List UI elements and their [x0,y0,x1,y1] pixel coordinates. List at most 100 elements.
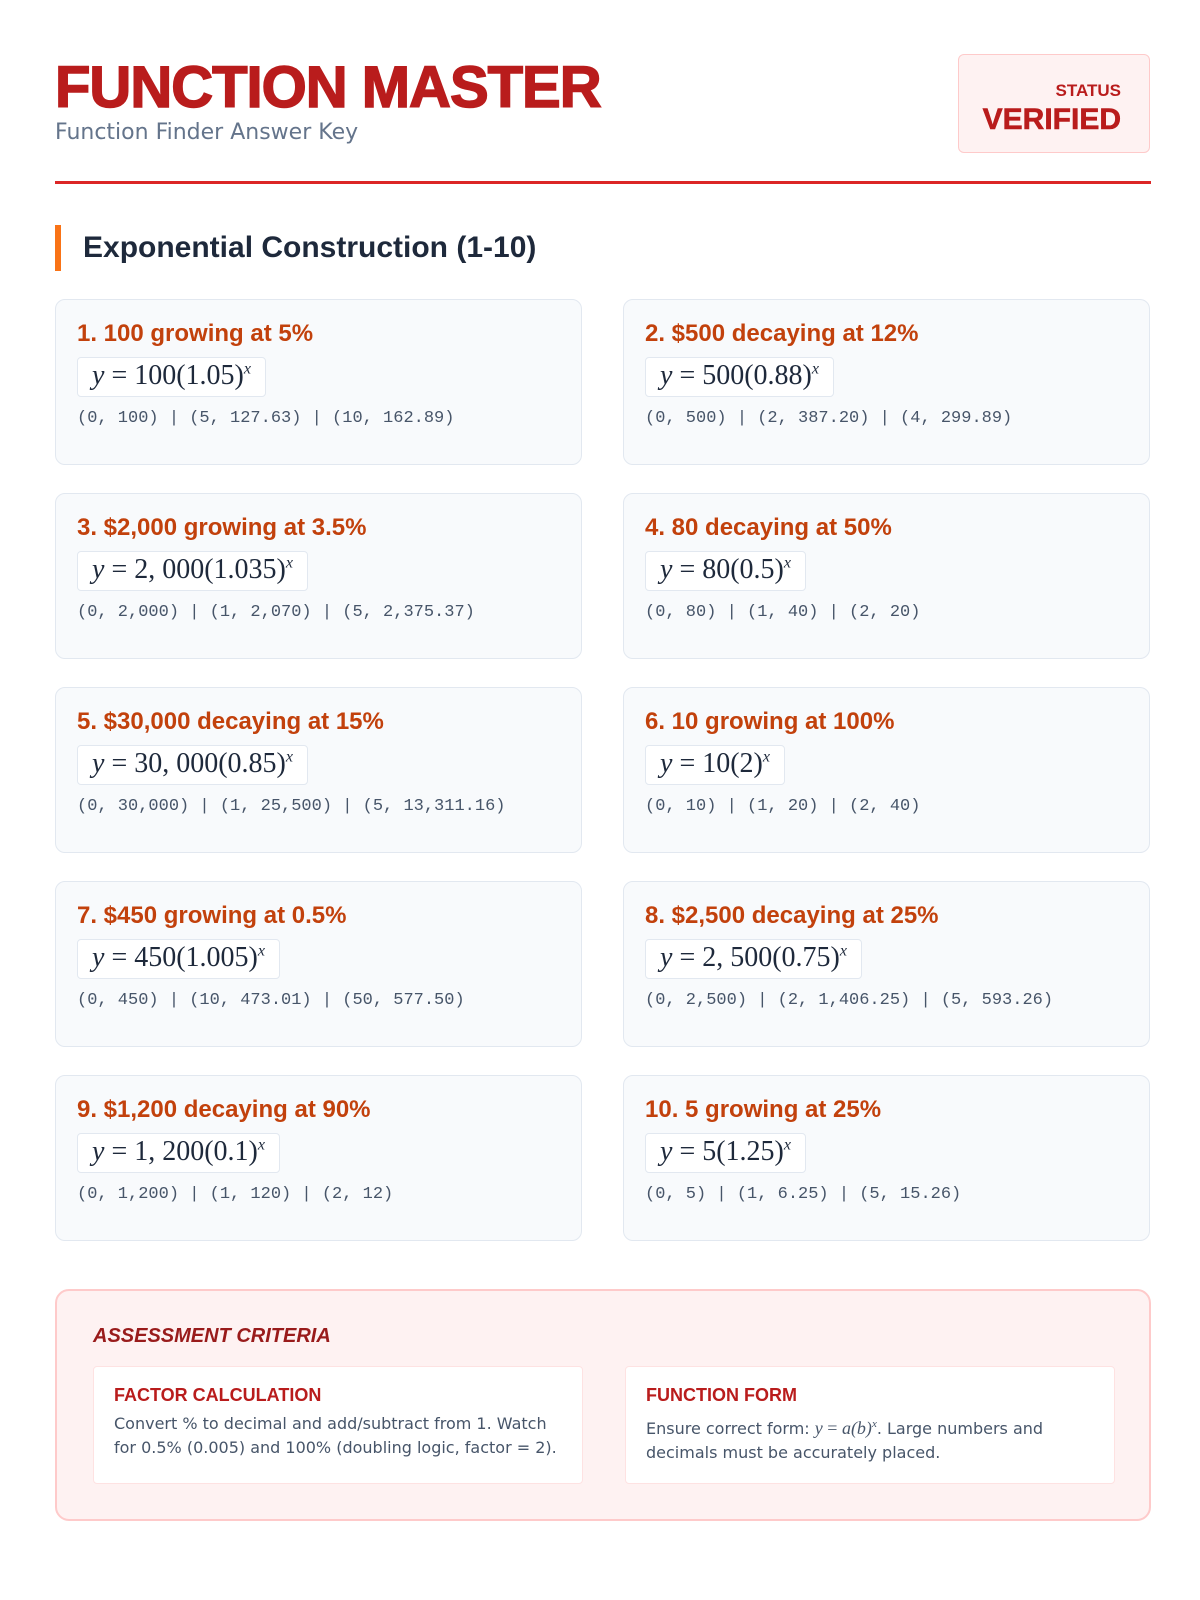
points: (0, 10) | (1, 20) | (2, 40) [645,797,921,816]
item-title: FUNCTION FORM [646,1385,797,1405]
points: (0, 2,500) | (2, 1,406.25) | (5, 593.26) [645,991,1054,1010]
points: (0, 100) | (5, 127.63) | (10, 162.89) [77,409,455,428]
problem-title: 4. 80 decaying at 50% [645,514,892,541]
formula-row: y = 1, 200(0.1)x [77,1124,561,1173]
points: (0, 5) | (1, 6.25) | (5, 15.26) [645,1185,962,1204]
formula: y = 2, 500(0.75)x [645,939,862,979]
formula: y = 80(0.5)x [645,551,806,591]
status-box: STATUS VERIFIED [958,54,1150,153]
problem-card: 1. 100 growing at 5% y = 100(1.05)x (0, 10… [55,299,582,465]
formula-rhs: 450(1.005) [134,942,258,973]
problem-card: 2. $500 decaying at 12% y = 500(0.88)x (0,… [623,299,1150,465]
points: (0, 500) | (2, 387.20) | (4, 299.89) [645,409,1013,428]
formula-row: y = 2, 000(1.035)x [77,542,561,591]
section-title: Exponential Construction (1-10) [55,225,536,271]
problem-card: 5. $30,000 decaying at 15% y = 30, 000(0.… [55,687,582,853]
formula-exp: x [783,554,791,572]
points: (0, 450) | (10, 473.01) | (50, 577.50) [77,991,465,1010]
formula-eq: = [679,554,696,585]
points: (0, 30,000) | (1, 25,500) | (5, 13,311.1… [77,797,506,816]
formula-exp: x [811,360,819,378]
math-eq: = [827,1418,838,1438]
title: FUNCTION MASTER [54,55,602,121]
points: (0, 2,000) | (1, 2,070) | (5, 2,375.37) [77,603,475,622]
problem-card: 6. 10 growing at 100% y = 10(2)x (0, 10) |… [623,687,1150,853]
formula-row: y = 2, 500(0.75)x [645,930,1129,979]
formula-lhs: y [92,748,105,779]
formula-eq: = [111,942,128,973]
formula: y = 10(2)x [645,745,785,785]
problem-card: 7. $450 growing at 0.5% y = 450(1.005)x (0… [55,881,582,1047]
formula-row: y = 80(0.5)x [645,542,1129,591]
formula-lhs: y [660,748,673,779]
formula-exp: x [839,942,847,960]
formula-lhs: y [660,554,673,585]
formula-eq: = [111,554,128,585]
criteria-item: FACTOR CALCULATION Convert % to decimal … [93,1366,583,1484]
criteria-item: FUNCTION FORM Ensure correct form: y = a… [625,1366,1115,1484]
formula-eq: = [679,942,696,973]
formula-exp: x [243,360,251,378]
formula-row: y = 30, 000(0.85)x [77,736,561,785]
formula-rhs: 2, 500(0.75) [702,942,840,973]
formula-eq: = [679,1136,696,1167]
formula: y = 1, 200(0.1)x [77,1133,280,1173]
points: (0, 80) | (1, 40) | (2, 20) [645,603,921,622]
formula-eq: = [111,360,128,391]
formula-lhs: y [660,360,673,391]
formula: y = 30, 000(0.85)x [77,745,308,785]
math-exp: x [871,1418,877,1430]
text: . Large numbers and decimals must be acc… [646,1419,1044,1462]
formula: y = 100(1.05)x [77,357,266,397]
math-rhs: a(b) [841,1418,872,1438]
status-label: STATUS [1055,81,1121,100]
formula-rhs: 5(1.25) [702,1136,784,1167]
formula-lhs: y [92,942,105,973]
formula-rhs: 500(0.88) [702,360,812,391]
formula: y = 5(1.25)x [645,1133,806,1173]
formula-rhs: 10(2) [702,748,763,779]
math-lhs: y [814,1418,823,1438]
formula-row: y = 450(1.005)x [77,930,561,979]
formula-exp: x [257,942,265,960]
formula-row: y = 10(2)x [645,736,1129,785]
formula-eq: = [111,748,128,779]
problem-title: 10. 5 growing at 25% [645,1096,882,1123]
formula-eq: = [679,748,696,779]
points: (0, 1,200) | (1, 120) | (2, 12) [77,1185,394,1204]
formula-lhs: y [660,942,673,973]
formula-lhs: y [92,554,105,585]
formula: y = 500(0.88)x [645,357,834,397]
formula-row: y = 500(0.88)x [645,348,1129,397]
formula-rhs: 2, 000(1.035) [134,554,286,585]
criteria-title: ASSESSMENT CRITERIA [93,1325,331,1347]
problem-title: 3. $2,000 growing at 3.5% [77,514,367,541]
problem-card: 8. $2,500 decaying at 25% y = 2, 500(0.75… [623,881,1150,1047]
subtitle: Function Finder Answer Key [55,120,359,145]
formula-rhs: 1, 200(0.1) [134,1136,258,1167]
formula-rhs: 100(1.05) [134,360,244,391]
formula-lhs: y [92,1136,105,1167]
formula: y = 2, 000(1.035)x [77,551,308,591]
formula-lhs: y [92,360,105,391]
formula-exp: x [762,748,770,766]
criteria-box: ASSESSMENT CRITERIA FACTOR CALCULATION C… [55,1289,1151,1521]
problem-title: 5. $30,000 decaying at 15% [77,708,384,735]
formula-exp: x [285,554,293,572]
formula-eq: = [679,360,696,391]
status-value: VERIFIED [982,103,1121,137]
problem-title: 8. $2,500 decaying at 25% [645,902,939,929]
formula-rhs: 80(0.5) [702,554,784,585]
formula-rhs: 30, 000(0.85) [134,748,286,779]
problem-title: 2. $500 decaying at 12% [645,320,919,347]
formula-eq: = [111,1136,128,1167]
item-text: Convert % to decimal and add/subtract fr… [114,1414,557,1457]
text: Ensure correct form: [646,1419,815,1438]
problem-title: 7. $450 growing at 0.5% [77,902,347,929]
math: y = a(b)x [815,1418,877,1438]
problem-card: 9. $1,200 decaying at 90% y = 1, 200(0.1)… [55,1075,582,1241]
formula-exp: x [257,1136,265,1154]
problem-card: 3. $2,000 growing at 3.5% y = 2, 000(1.03… [55,493,582,659]
formula: y = 450(1.005)x [77,939,280,979]
formula-lhs: y [660,1136,673,1167]
